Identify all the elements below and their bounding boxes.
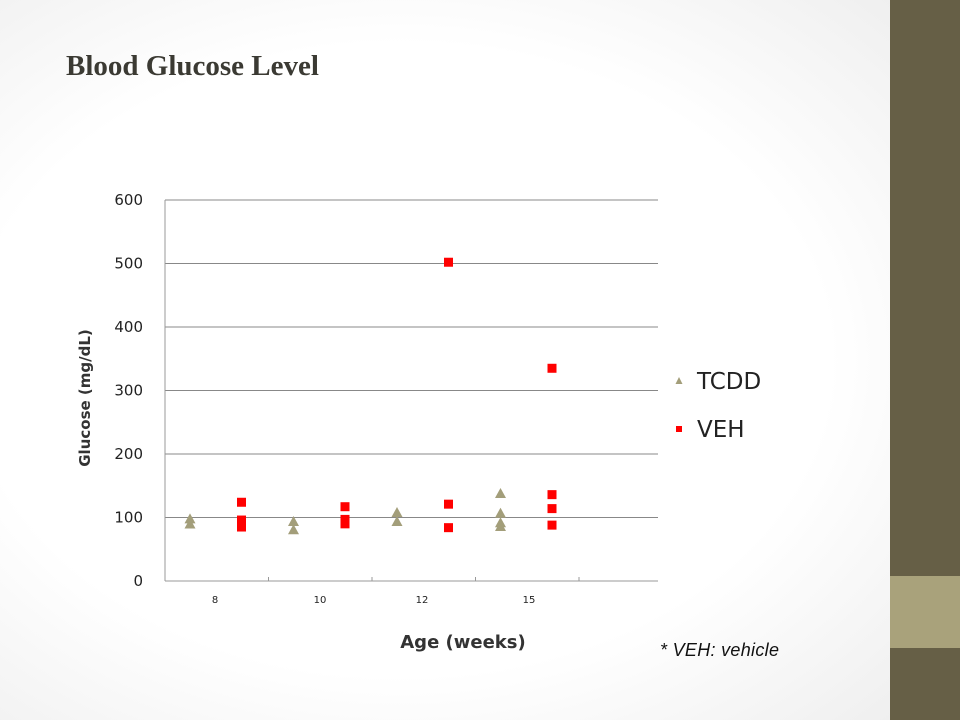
veh-point xyxy=(547,520,557,530)
veh-point xyxy=(237,497,246,507)
veh-point xyxy=(237,522,246,532)
tcdd-point xyxy=(184,518,196,529)
tcdd-point xyxy=(184,513,196,524)
y-tick-label: 500 xyxy=(114,255,143,273)
veh-point xyxy=(547,490,557,500)
legend-veh-label: VEH xyxy=(697,417,745,443)
veh-point xyxy=(444,499,453,509)
tcdd-point xyxy=(288,515,299,526)
data-points xyxy=(184,257,557,535)
y-tick-label: 0 xyxy=(133,572,143,590)
x-axis: 8 10 12 15 xyxy=(164,200,580,606)
tcdd-point xyxy=(495,488,506,499)
tcdd-point xyxy=(391,515,403,526)
gridlines xyxy=(165,199,658,582)
tcdd-point xyxy=(495,521,506,532)
y-tick-label: 100 xyxy=(114,509,143,527)
y-axis-ticks: 0 100 200 300 400 500 600 xyxy=(114,191,143,590)
tcdd-point xyxy=(391,507,403,518)
legend-tcdd-marker xyxy=(675,377,683,384)
legend-veh-marker xyxy=(676,426,682,432)
legend: TCDD VEH xyxy=(675,369,761,443)
veh-point xyxy=(547,363,557,373)
veh-point xyxy=(340,502,350,512)
legend-tcdd-label: TCDD xyxy=(696,369,761,395)
veh-point xyxy=(444,257,453,267)
veh-point xyxy=(547,504,557,514)
veh-point xyxy=(237,515,246,525)
x-tick-label: 15 xyxy=(523,595,536,606)
scatter-chart: 0 100 200 300 400 500 600 8 10 12 15 TCDD VEH Age … xyxy=(76,191,761,653)
x-tick-label: 10 xyxy=(314,595,327,606)
y-tick-label: 200 xyxy=(114,445,143,463)
slide-title: Blood Glucose Level xyxy=(66,50,319,82)
tcdd-point xyxy=(288,524,299,535)
y-axis-title: Glucose (mg/dL) xyxy=(76,329,94,467)
tcdd-point xyxy=(495,507,506,518)
x-tick-label: 12 xyxy=(416,595,429,606)
veh-point xyxy=(340,519,350,529)
veh-point xyxy=(444,523,453,533)
x-tick-label: 8 xyxy=(212,595,218,606)
y-tick-label: 300 xyxy=(114,382,143,400)
x-axis-title: Age (weeks) xyxy=(400,632,525,653)
slide-background xyxy=(0,0,890,720)
footnote: * VEH: vehicle xyxy=(660,640,780,660)
sidebar-accent-block xyxy=(890,576,960,648)
y-tick-label: 400 xyxy=(114,318,143,336)
y-tick-label: 600 xyxy=(114,191,143,209)
